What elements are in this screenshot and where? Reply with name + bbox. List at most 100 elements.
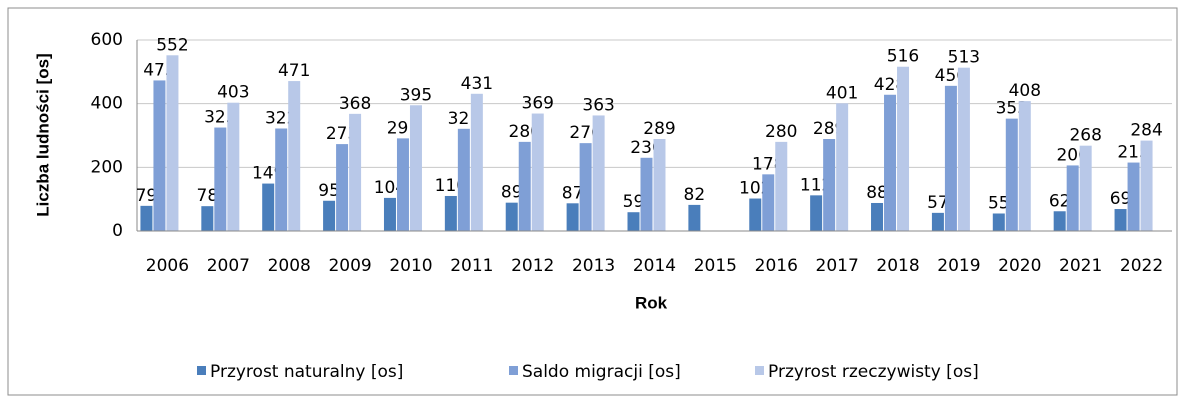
bar (227, 102, 240, 231)
x-tick-label: 2009 (328, 256, 371, 276)
bar (383, 197, 396, 231)
bar (444, 195, 457, 231)
data-label: 363 (582, 95, 614, 115)
bar (1127, 162, 1140, 231)
bar (1053, 211, 1066, 231)
data-label: 88 (866, 183, 888, 203)
legend-label: Saldo migracji [os] (522, 362, 681, 382)
bar (931, 212, 944, 231)
data-label: 552 (156, 35, 188, 55)
y-tick-label: 600 (91, 30, 123, 50)
bar (640, 157, 653, 231)
legend-swatch (755, 366, 764, 375)
data-label: 408 (1009, 81, 1041, 101)
bar (1114, 209, 1127, 231)
x-tick-label: 2015 (694, 256, 737, 276)
bar (409, 105, 422, 231)
legend-label: Przyrost naturalny [os] (210, 362, 403, 382)
bar (349, 113, 362, 231)
bar (1005, 118, 1018, 231)
x-tick-label: 2020 (998, 256, 1041, 276)
bar (275, 128, 288, 231)
legend-swatch (197, 366, 206, 375)
bar (214, 127, 227, 231)
x-axis-title: Rok (635, 293, 668, 312)
data-label: 401 (826, 83, 858, 103)
y-tick-label: 0 (112, 221, 123, 241)
bar (288, 81, 301, 231)
bar (1140, 140, 1153, 231)
bar (897, 66, 910, 232)
data-label: 62 (1049, 191, 1071, 211)
x-tick-label: 2010 (389, 256, 432, 276)
data-label: 395 (400, 85, 432, 105)
bar (836, 103, 849, 231)
bar (688, 204, 701, 231)
bar (823, 139, 836, 231)
bar (944, 85, 957, 231)
y-tick-label: 200 (91, 157, 123, 177)
data-label: 69 (1110, 189, 1132, 209)
data-label: 513 (948, 48, 980, 68)
data-label: 78 (197, 186, 219, 206)
legend-swatch (509, 366, 518, 375)
bar (140, 205, 153, 231)
bar (396, 138, 409, 231)
data-label: 55 (988, 193, 1010, 213)
bar (810, 195, 823, 231)
x-tick-label: 2016 (755, 256, 798, 276)
bar (262, 183, 275, 231)
x-tick-label: 2017 (816, 256, 859, 276)
bar (505, 202, 518, 231)
x-tick-label: 2008 (268, 256, 311, 276)
y-tick-label: 400 (91, 94, 123, 114)
x-tick-label: 2022 (1120, 256, 1163, 276)
bar (166, 55, 179, 231)
bar (775, 141, 788, 231)
x-tick-label: 2006 (146, 256, 189, 276)
data-label: 59 (623, 192, 645, 212)
bar (579, 143, 592, 231)
bar (762, 174, 775, 231)
data-label: 268 (1069, 126, 1101, 146)
data-label: 368 (339, 94, 371, 114)
data-label: 95 (318, 181, 340, 201)
data-label: 57 (927, 193, 949, 213)
bar (992, 213, 1005, 231)
bar (457, 128, 470, 231)
data-label: 431 (461, 74, 493, 94)
data-label: 516 (887, 47, 919, 67)
x-tick-label: 2018 (876, 256, 919, 276)
bar (592, 115, 605, 231)
bar (566, 203, 579, 231)
data-label: 87 (562, 183, 584, 203)
bar (323, 200, 336, 231)
data-label: 79 (136, 186, 158, 206)
data-label: 89 (501, 183, 523, 203)
bar (531, 113, 544, 231)
chart-frame (7, 7, 1178, 396)
data-label: 369 (522, 94, 554, 114)
bar (653, 139, 666, 231)
data-label: 82 (684, 185, 706, 205)
bar (1066, 165, 1079, 231)
bar (884, 94, 897, 232)
bar (470, 93, 483, 231)
x-tick-label: 2021 (1059, 256, 1102, 276)
x-tick-label: 2012 (511, 256, 554, 276)
bar (749, 198, 762, 231)
bar (1079, 145, 1092, 231)
data-label: 280 (765, 122, 797, 142)
legend-label: Przyrost rzeczywisty [os] (768, 362, 979, 382)
bar (201, 206, 214, 231)
x-tick-label: 2011 (450, 256, 493, 276)
bar (153, 80, 166, 231)
bar (871, 202, 884, 231)
x-tick-label: 2007 (207, 256, 250, 276)
x-tick-label: 2014 (633, 256, 676, 276)
bar (336, 144, 349, 231)
data-label: 403 (217, 83, 249, 103)
bar (518, 141, 531, 231)
bar (627, 212, 640, 231)
